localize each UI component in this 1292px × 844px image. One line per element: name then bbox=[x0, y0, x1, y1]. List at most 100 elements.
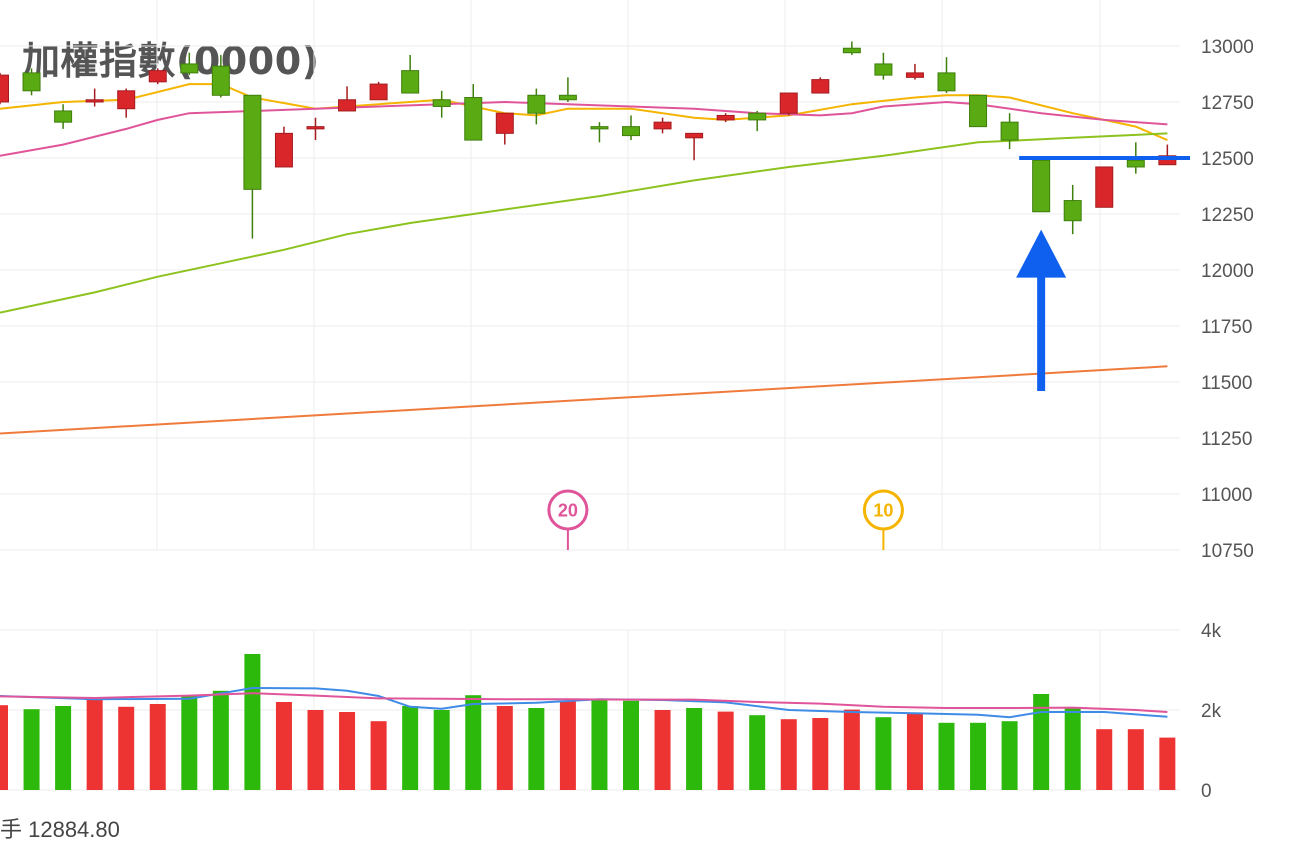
volume-bar bbox=[307, 710, 324, 790]
price-tick-label: 12750 bbox=[1201, 93, 1254, 114]
candle-body bbox=[622, 126, 640, 137]
candle-body bbox=[716, 114, 735, 121]
volume-bar bbox=[654, 710, 671, 790]
candle-body bbox=[558, 94, 577, 101]
candle-body bbox=[85, 99, 104, 103]
candle-body bbox=[1126, 159, 1145, 168]
candle-body bbox=[590, 126, 609, 130]
volume-bar bbox=[86, 699, 103, 790]
volume-bar bbox=[1127, 729, 1144, 790]
volume-bar bbox=[623, 700, 639, 790]
candle-body bbox=[369, 83, 388, 101]
volume-bar bbox=[496, 706, 513, 790]
grid-lines bbox=[0, 0, 1180, 791]
candlesticks bbox=[0, 41, 1177, 239]
candle-body bbox=[653, 121, 672, 130]
marker-circle bbox=[862, 489, 904, 531]
volume-bar bbox=[938, 722, 955, 790]
candle-body bbox=[874, 63, 893, 76]
volume-bar bbox=[339, 712, 356, 790]
volume-bar bbox=[181, 695, 198, 790]
candle-body bbox=[306, 126, 325, 130]
candle-body bbox=[243, 94, 262, 190]
price-tick-label: 11000 bbox=[1201, 485, 1252, 506]
price-tick-label: 11500 bbox=[1201, 373, 1252, 394]
marker-circle bbox=[547, 489, 589, 531]
price-tick-label: 12000 bbox=[1201, 261, 1254, 282]
candlestick-chart: 20 10 13000127501250012250120001175011500… bbox=[0, 0, 1254, 802]
volume-bar bbox=[370, 721, 387, 790]
volume-bar bbox=[1064, 707, 1081, 790]
volume-bar bbox=[0, 705, 8, 790]
volume-bar bbox=[970, 722, 987, 790]
candle-body bbox=[748, 112, 767, 121]
volume-bars bbox=[0, 654, 1176, 790]
volume-bar bbox=[433, 710, 450, 790]
volume-bar bbox=[149, 704, 166, 790]
candle-body bbox=[274, 132, 293, 168]
candle-body bbox=[842, 47, 861, 54]
volume-bar bbox=[812, 718, 829, 790]
candle-body bbox=[1063, 200, 1082, 222]
candle-body bbox=[54, 110, 73, 123]
candle-body bbox=[211, 65, 230, 96]
volume-bar bbox=[843, 709, 860, 790]
volume-bar bbox=[749, 715, 766, 790]
moving-average-line bbox=[0, 132, 1168, 314]
candle-body bbox=[1000, 121, 1019, 141]
volume-bar bbox=[275, 702, 292, 790]
volume-moving-average-line bbox=[0, 692, 1168, 713]
ma-markers: 20 10 bbox=[547, 489, 904, 550]
marker-label: 20 bbox=[558, 501, 578, 521]
volume-bar bbox=[906, 713, 923, 790]
volume-tick-label: 2k bbox=[1201, 701, 1222, 722]
volume-bar bbox=[55, 706, 72, 790]
volume-tick-label: 0 bbox=[1201, 781, 1212, 802]
candle-body bbox=[432, 99, 451, 107]
volume-bar bbox=[212, 690, 229, 790]
candle-body bbox=[22, 72, 41, 92]
volume-bar bbox=[465, 695, 482, 790]
candle-body bbox=[811, 79, 830, 94]
candle-body bbox=[117, 90, 136, 110]
volume-bar bbox=[1033, 694, 1050, 790]
volume-bar bbox=[1159, 737, 1176, 790]
candle-body bbox=[495, 112, 514, 134]
volume-bar bbox=[1096, 729, 1113, 790]
candle-body bbox=[685, 132, 704, 139]
volume-bar bbox=[875, 717, 892, 790]
y-axis-ticks: 13000 12750 12500 12250 12000 11750 11500 11250… bbox=[1201, 37, 1254, 802]
candle-body bbox=[527, 94, 546, 114]
candle-body bbox=[180, 63, 199, 74]
marker-label: 10 bbox=[873, 501, 893, 521]
candle-body bbox=[401, 70, 420, 94]
volume-bar bbox=[686, 708, 703, 790]
moving-average-line bbox=[0, 83, 1168, 142]
volume-tick-label: 4k bbox=[1201, 621, 1222, 642]
volume-bar bbox=[780, 719, 797, 790]
price-tick-label: 12250 bbox=[1201, 205, 1254, 226]
candle-body bbox=[1095, 166, 1114, 208]
arrow-head bbox=[1016, 229, 1067, 278]
price-tick-label: 11250 bbox=[1201, 429, 1252, 450]
volume-bar bbox=[23, 709, 40, 790]
candle-body bbox=[338, 99, 357, 112]
volume-bar bbox=[1001, 721, 1018, 790]
volume-bar bbox=[717, 711, 734, 790]
price-tick-label: 13000 bbox=[1201, 37, 1254, 58]
volume-bar bbox=[591, 699, 608, 790]
candle-body bbox=[464, 97, 483, 141]
price-tick-label: 12500 bbox=[1201, 149, 1254, 170]
candle-body bbox=[1158, 155, 1177, 166]
moving-average-line bbox=[0, 365, 1168, 435]
volume-bar bbox=[244, 654, 261, 790]
price-tick-label: 11750 bbox=[1201, 317, 1252, 338]
candle-body bbox=[937, 72, 956, 92]
footer-partial-label: 手 12884.80 bbox=[0, 817, 120, 842]
candle-body bbox=[0, 74, 9, 103]
price-tick-label: 10750 bbox=[1201, 541, 1254, 562]
candle-body bbox=[969, 94, 988, 128]
volume-bar bbox=[559, 701, 576, 790]
volume-bar bbox=[118, 706, 135, 790]
volume-bar bbox=[402, 706, 419, 790]
